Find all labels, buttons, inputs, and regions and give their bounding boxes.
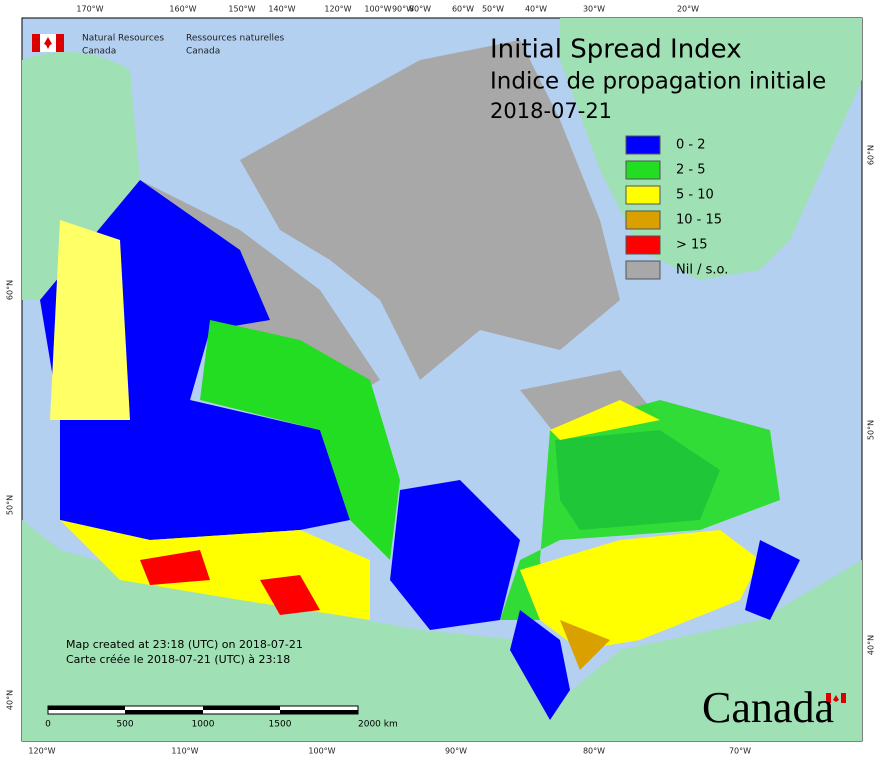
isi-east-green — [500, 400, 780, 620]
lon-label: 150°W — [228, 5, 255, 14]
legend-swatch — [625, 185, 661, 205]
legend-label: 10 - 15 — [676, 213, 722, 228]
arctic-islands — [240, 40, 620, 380]
scale-label: 1000 — [192, 720, 215, 730]
agency-fr: Canada — [186, 47, 220, 57]
isi-orange — [560, 620, 610, 670]
legend-label: 5 - 10 — [676, 188, 714, 203]
legend-swatch — [625, 235, 661, 255]
isi-bc-yellow — [50, 220, 130, 420]
lon-label: 40°W — [525, 5, 547, 14]
lon-label: 170°W — [76, 5, 103, 14]
lat-label: 50°N — [867, 420, 876, 440]
map-note: Carte créée le 2018-07-21 (UTC) à 23:18 — [66, 653, 290, 666]
lat-label: 50°N — [6, 495, 15, 515]
isi-south-ontario-blue — [510, 610, 570, 720]
agency-fr: Ressources naturelles — [186, 34, 285, 44]
title-line: Indice de propagation initiale — [490, 69, 826, 95]
isi-east-yellow — [520, 530, 760, 650]
isi-ontario-blue — [390, 480, 520, 630]
lon-label: 50°W — [482, 5, 504, 14]
legend-swatch — [625, 135, 661, 155]
lon-label: 20°W — [677, 5, 699, 14]
scale-label: 500 — [116, 720, 133, 730]
agency-en: Canada — [82, 47, 116, 57]
isi-red-1 — [260, 575, 320, 615]
lon-label: 100°W — [364, 5, 391, 14]
legend-label: 2 - 5 — [676, 163, 706, 178]
lon-label: 140°W — [268, 5, 295, 14]
alaska — [22, 52, 140, 300]
scale-bar: 0 500 1000 1500 2000 km — [45, 705, 398, 730]
legend-label: Nil / s.o. — [676, 263, 728, 278]
lon-label: 70°W — [729, 747, 751, 756]
lon-label: 90°W — [392, 5, 414, 14]
canada-flag — [32, 34, 64, 52]
legend-swatch — [625, 210, 661, 230]
lon-label: 160°W — [169, 5, 196, 14]
scale-label: 1500 — [269, 720, 292, 730]
lat-label: 60°N — [6, 280, 15, 300]
usa — [22, 520, 862, 741]
canada-wordmark: Canada — [702, 683, 834, 732]
legend-label: 0 - 2 — [676, 138, 706, 153]
lat-label: 40°N — [867, 635, 876, 655]
wordmark-flag — [826, 693, 846, 703]
isi-lab-yellow — [550, 400, 660, 440]
legend-swatch — [625, 160, 661, 180]
legend-label: > 15 — [676, 238, 708, 253]
lon-label: 30°W — [583, 5, 605, 14]
scale-label: 2000 km — [358, 720, 398, 730]
lon-label: 100°W — [308, 747, 335, 756]
scale-label: 0 — [45, 720, 51, 730]
map-note: Map created at 23:18 (UTC) on 2018-07-21 — [66, 638, 303, 651]
lon-label: 110°W — [171, 747, 198, 756]
lon-label: 60°W — [452, 5, 474, 14]
title-line: 2018-07-21 — [490, 99, 612, 123]
isi-ns-blue — [745, 540, 800, 620]
lon-label: 80°W — [409, 5, 431, 14]
lon-label: 120°W — [28, 747, 55, 756]
lon-label: 90°W — [445, 747, 467, 756]
lat-label: 40°N — [6, 690, 15, 710]
legend-swatch — [625, 260, 661, 280]
agency-en: Natural Resources — [82, 34, 164, 44]
isi-red-2 — [140, 550, 210, 585]
lon-label: 80°W — [583, 747, 605, 756]
isi-central-green — [200, 320, 400, 560]
lat-label: 60°N — [867, 145, 876, 165]
title-line: Initial Spread Index — [490, 35, 742, 65]
lon-label: 120°W — [324, 5, 351, 14]
